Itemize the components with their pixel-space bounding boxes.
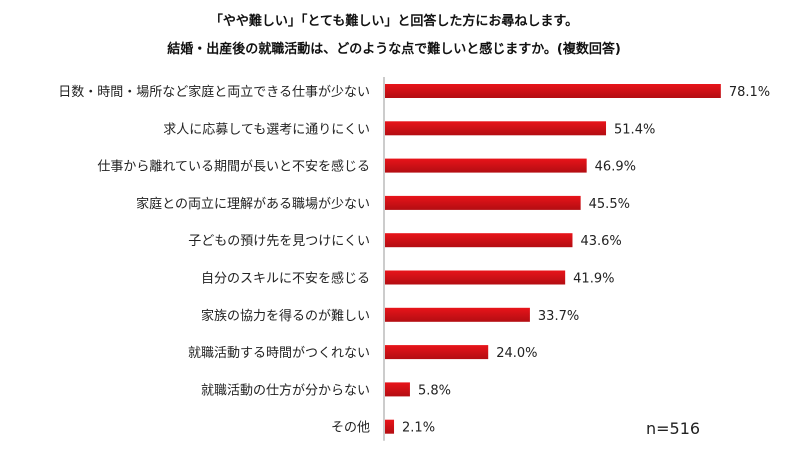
value-label: 46.9% bbox=[595, 160, 636, 175]
category-label: 仕事から離れている期間が長いと不安を感じる bbox=[97, 159, 370, 175]
value-label: 5.8% bbox=[418, 383, 451, 398]
chart-title: 「やや難しい」「とても難しい」と回答した方にお尋ねします。 bbox=[209, 14, 579, 29]
bar bbox=[385, 307, 530, 322]
bar bbox=[385, 195, 581, 210]
chart-subtitle: 結婚・出産後の就職活動は、どのような点で難しいと感じますか。(複数回答) bbox=[167, 42, 621, 57]
bar bbox=[385, 121, 607, 136]
category-label: 日数・時間・場所など家庭と両立できる仕事が少ない bbox=[58, 84, 370, 100]
category-label: 子どもの預け先を見つけにくい bbox=[188, 234, 370, 249]
bar bbox=[385, 233, 573, 248]
value-label: 45.5% bbox=[589, 197, 630, 212]
category-label: 家族の協力を得るのが難しい bbox=[201, 308, 370, 324]
bar bbox=[385, 419, 395, 434]
category-label: 求人に応募しても選考に通りにくい bbox=[163, 122, 370, 137]
category-label: 家庭との両立に理解がある職場が少ない bbox=[136, 196, 370, 212]
bar bbox=[385, 270, 566, 285]
category-label: 就職活動する時間がつくれない bbox=[188, 346, 370, 361]
bar bbox=[385, 345, 489, 360]
bar bbox=[385, 158, 587, 173]
category-label: その他 bbox=[331, 421, 370, 436]
value-label: 24.0% bbox=[496, 346, 537, 361]
bar bbox=[385, 84, 721, 98]
bar bbox=[385, 382, 410, 397]
sample-size-label: n=516 bbox=[646, 419, 701, 438]
value-label: 78.1% bbox=[729, 85, 770, 100]
value-label: 33.7% bbox=[538, 309, 579, 324]
category-label: 自分のスキルに不安を感じる bbox=[201, 271, 370, 287]
category-label: 就職活動の仕方が分からない bbox=[201, 382, 370, 398]
value-label: 2.1% bbox=[402, 421, 435, 436]
value-label: 51.4% bbox=[614, 122, 655, 137]
value-label: 43.6% bbox=[580, 234, 621, 249]
value-label: 41.9% bbox=[573, 272, 614, 287]
